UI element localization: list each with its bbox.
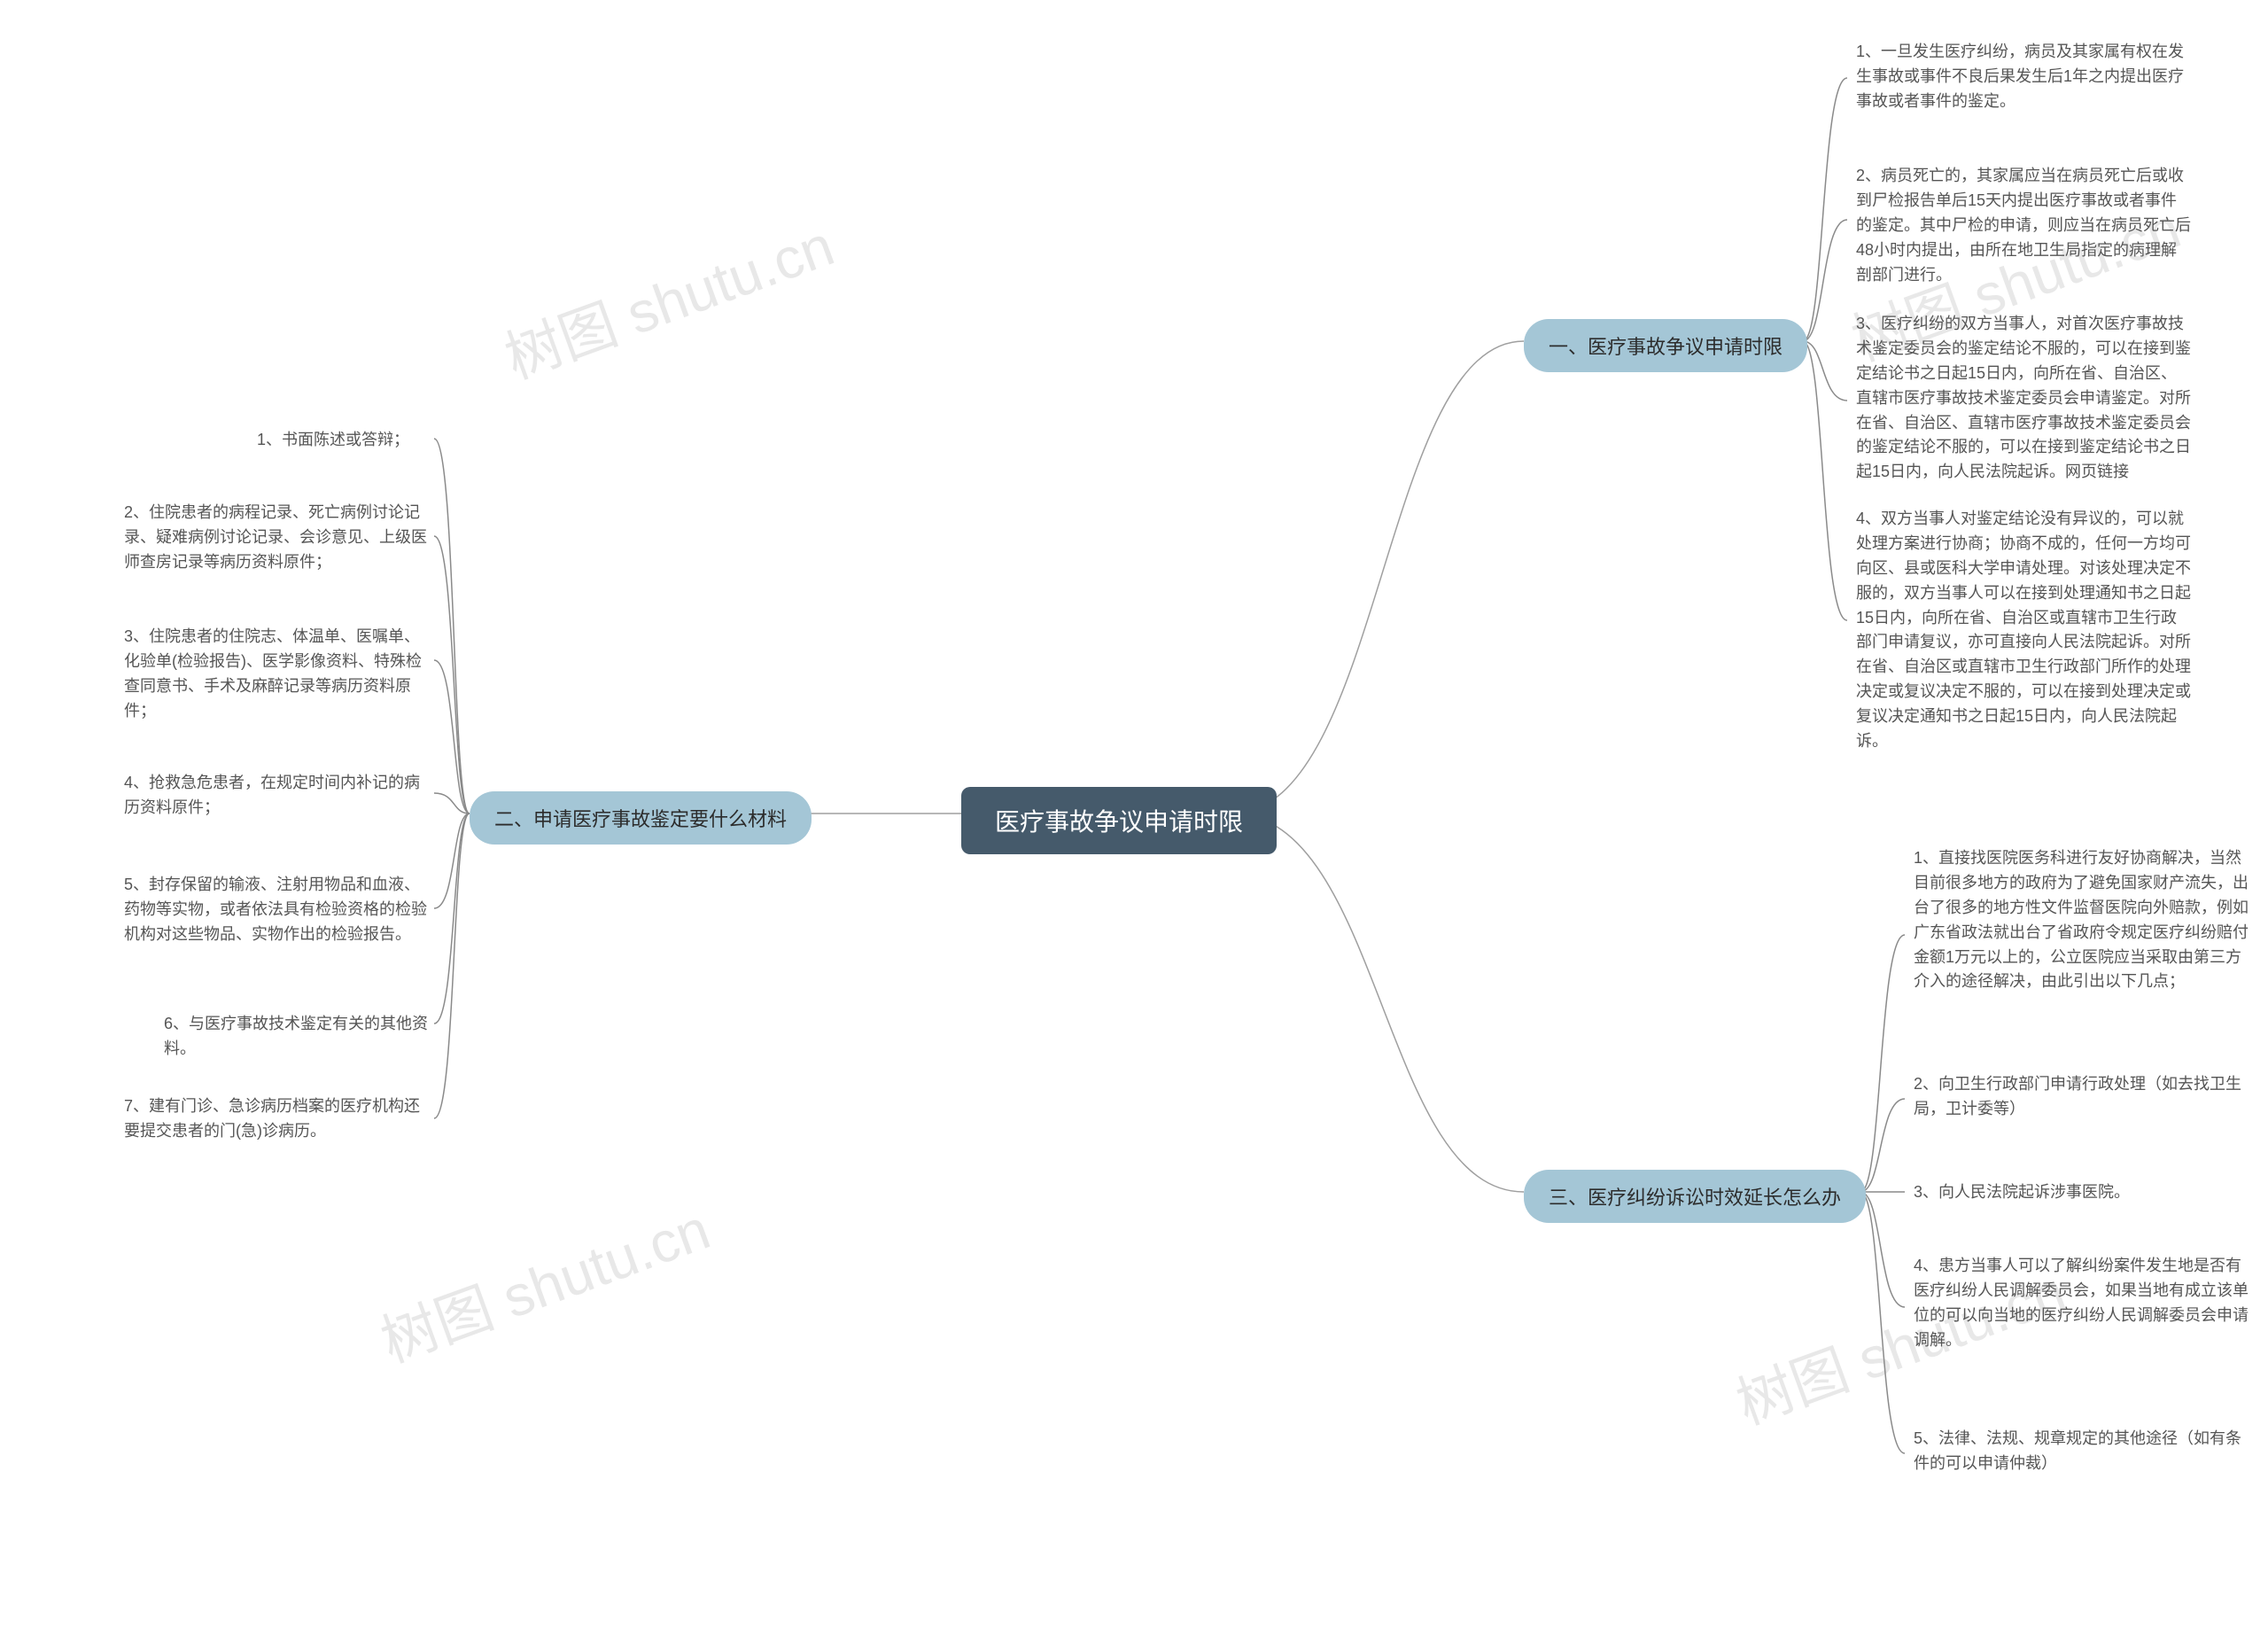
watermark: 树图 shutu.cn bbox=[493, 200, 843, 394]
mindmap-canvas: 树图 shutu.cn 树图 shutu.cn 树图 shutu.cn 树图 s… bbox=[0, 0, 2268, 1627]
leaf-b3-2: 2、向卫生行政部门申请行政处理（如去找卫生局，卫计委等） bbox=[1914, 1072, 2250, 1122]
branch-node-1[interactable]: 一、医疗事故争议申请时限 bbox=[1524, 319, 1807, 372]
watermark: 树图 shutu.cn bbox=[369, 1184, 719, 1378]
leaf-b1-1: 1、一旦发生医疗纠纷，病员及其家属有权在发生事故或事件不良后果发生后1年之内提出… bbox=[1856, 40, 2193, 114]
leaf-b2-5: 5、封存保留的输液、注射用物品和血液、药物等实物，或者依法具有检验资格的检验机构… bbox=[124, 873, 434, 947]
leaf-b2-7: 7、建有门诊、急诊病历档案的医疗机构还要提交患者的门(急)诊病历。 bbox=[124, 1094, 434, 1144]
leaf-b2-1: 1、书面陈述或答辩； bbox=[257, 428, 409, 453]
leaf-b2-3: 3、住院患者的住院志、体温单、医嘱单、化验单(检验报告)、医学影像资料、特殊检查… bbox=[124, 625, 434, 724]
leaf-b2-4: 4、抢救急危患者，在规定时间内补记的病历资料原件； bbox=[124, 771, 434, 821]
leaf-b1-4: 4、双方当事人对鉴定结论没有异议的，可以就处理方案进行协商；协商不成的，任何一方… bbox=[1856, 507, 2193, 754]
leaf-b1-2: 2、病员死亡的，其家属应当在病员死亡后或收到尸检报告单后15天内提出医疗事故或者… bbox=[1856, 164, 2193, 287]
leaf-b3-1: 1、直接找医院医务科进行友好协商解决，当然目前很多地方的政府为了避免国家财产流失… bbox=[1914, 846, 2250, 994]
leaf-b3-5: 5、法律、法规、规章规定的其他途径（如有条件的可以申请仲裁） bbox=[1914, 1427, 2250, 1476]
leaf-b1-3: 3、医疗纠纷的双方当事人，对首次医疗事故技术鉴定委员会的鉴定结论不服的，可以在接… bbox=[1856, 312, 2193, 485]
leaf-b3-3: 3、向人民法院起诉涉事医院。 bbox=[1914, 1180, 2130, 1205]
leaf-b3-4: 4、患方当事人可以了解纠纷案件发生地是否有医疗纠纷人民调解委员会，如果当地有成立… bbox=[1914, 1254, 2250, 1353]
root-node[interactable]: 医疗事故争议申请时限 bbox=[961, 787, 1277, 854]
branch-node-3[interactable]: 三、医疗纠纷诉讼时效延长怎么办 bbox=[1524, 1170, 1866, 1223]
branch-node-2[interactable]: 二、申请医疗事故鉴定要什么材料 bbox=[470, 791, 812, 845]
leaf-b2-6: 6、与医疗事故技术鉴定有关的其他资料。 bbox=[164, 1012, 439, 1062]
leaf-b2-2: 2、住院患者的病程记录、死亡病例讨论记录、疑难病例讨论记录、会诊意见、上级医师查… bbox=[124, 501, 434, 575]
